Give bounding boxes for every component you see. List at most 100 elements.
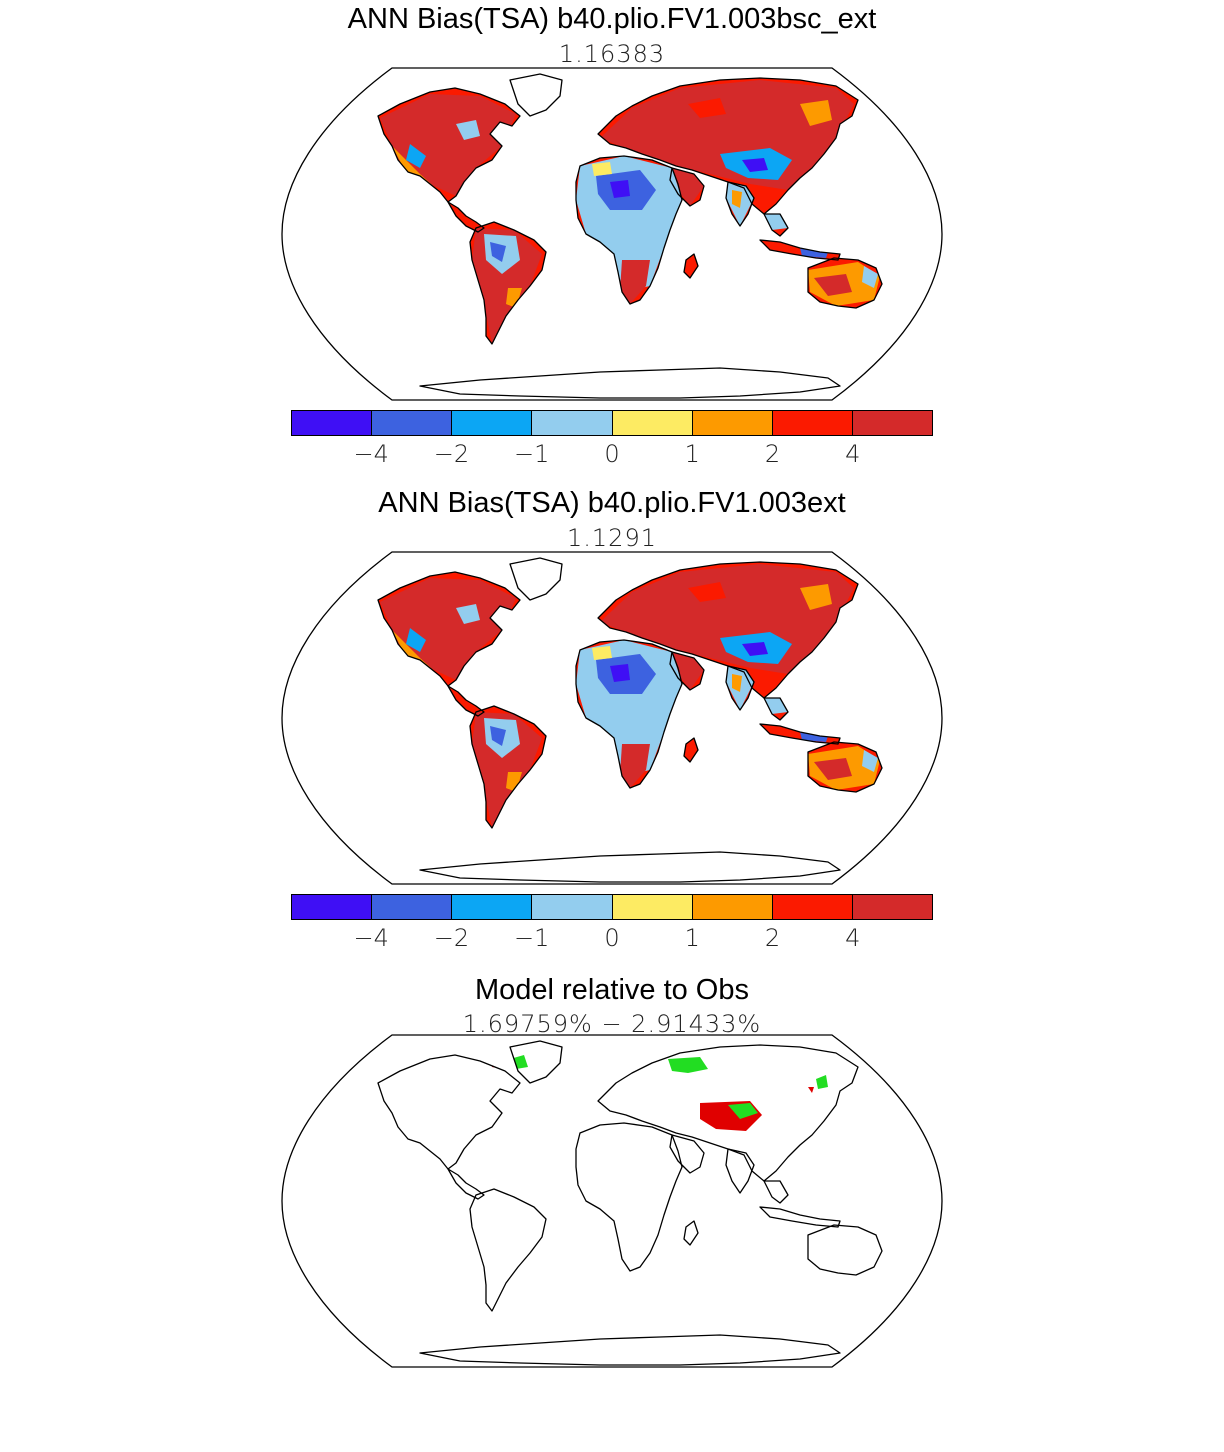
panel-3-title: Model relative to Obs [474, 974, 749, 1006]
p2-coast-arabia [669, 651, 705, 691]
panel-2-colorbar-label: −1 [514, 924, 550, 952]
panel-2-global-mean: 1.1291 [567, 524, 657, 552]
p1-field-region-2 [406, 144, 426, 168]
p2-coast-australia [807, 741, 883, 793]
panel-2-colorbar-swatch-6 [772, 895, 853, 919]
p2-field-region-8 [506, 772, 522, 792]
panel-1-colorbar-label: −2 [433, 440, 470, 468]
p3-rel-region-7 [808, 1087, 814, 1093]
p1-field-region-16 [732, 190, 742, 208]
panel-1-colorbar-swatch-3 [532, 411, 613, 435]
p2-coast-europeAsia [597, 561, 859, 699]
p2-field-region-7 [490, 726, 506, 746]
p3-rel-region-2 [728, 1103, 758, 1119]
p1-coast-arabia [669, 167, 705, 207]
p1-coast-centralAmerica [447, 201, 485, 233]
p1-field-region-9 [600, 80, 854, 190]
p3-rel-region-0 [668, 1057, 708, 1073]
panel-2-colorbar-swatch-7 [852, 895, 932, 919]
p2-coast-antarctica [419, 851, 841, 883]
p1-field-region-23 [800, 248, 828, 258]
panel-1-colorbar-label: 0 [604, 440, 620, 468]
panel-1-colorbar-swatch-0 [292, 411, 373, 435]
p3-coast-southAmerica [469, 1188, 547, 1312]
panel-1-colorbar-label: 2 [764, 440, 781, 468]
p3-coast-arabia [669, 1134, 705, 1174]
p3-globe-outline [281, 1034, 943, 1368]
p2-field-region-11 [742, 642, 768, 656]
panel-1-colorbar-label: −1 [514, 440, 550, 468]
p1-coast-northAmerica [377, 87, 521, 203]
panel-3-range: 1.69759% − 2.91433% [462, 1010, 762, 1038]
p2-coast-indonesia [759, 723, 841, 745]
panel-1-colorbar-label: 1 [684, 440, 700, 468]
p2-field-region-26 [862, 750, 878, 772]
p2-coast-madagascar [683, 737, 699, 763]
panel-1-colorbar-label: 4 [845, 440, 861, 468]
p3-rel-region-6 [816, 1075, 828, 1089]
p2-greenland-nodata [510, 558, 562, 600]
p2-field-region-2 [406, 628, 426, 652]
p1-coast-indonesia [759, 239, 841, 261]
p3-ocean [282, 1035, 942, 1367]
p3-coast-centralAmerica [447, 1168, 485, 1200]
p1-field-region-8 [506, 288, 522, 308]
panel-2-colorbar-label: 2 [764, 924, 781, 952]
panel-2-bias-map [281, 551, 943, 885]
p2-field-region-25 [814, 758, 852, 780]
p1-field-region-7 [490, 242, 506, 262]
p2-field-region-9 [600, 564, 854, 674]
p2-field-region-21 [592, 646, 612, 660]
p1-field-region-13 [688, 98, 726, 118]
panel-2-colorbar-label: −2 [433, 924, 470, 952]
p1-field-region-26 [862, 266, 878, 288]
p1-coast-africa [575, 155, 683, 305]
p1-field-region-12 [800, 100, 832, 126]
panel-1-title: ANN Bias(TSA) b40.plio.FV1.003bsc_ext [347, 3, 877, 35]
panel-2-colorbar-label: 4 [845, 924, 861, 952]
panel-2-colorbar-label: 1 [684, 924, 700, 952]
p3-coast-madagascar [683, 1220, 699, 1246]
p3-coast-indonesia [759, 1206, 841, 1228]
panel-1-colorbar-swatch-4 [612, 411, 693, 435]
panel-2-colorbar-swatch-0 [292, 895, 373, 919]
p2-antarctica-nodata [420, 852, 840, 882]
p2-field-region-19 [610, 664, 630, 682]
p3-coast-antarctica [419, 1334, 841, 1366]
p2-coast-centralAmerica [447, 685, 485, 717]
panel-1-colorbar-swatch-2 [452, 411, 533, 435]
p2-globe-outline [281, 551, 943, 885]
p2-field-region-20 [620, 744, 650, 788]
panel-1-colorbar-swatch-7 [852, 411, 932, 435]
p1-field-region-21 [592, 162, 612, 176]
p2-field-region-13 [688, 582, 726, 602]
p3-coast-europeAsia [597, 1044, 859, 1182]
panel-3-relative-map [281, 1034, 943, 1368]
panel-2-title: ANN Bias(TSA) b40.plio.FV1.003ext [378, 487, 846, 519]
p1-field-region-14 [670, 168, 704, 206]
panel-2-colorbar-label: −4 [353, 924, 389, 952]
panel-1-colorbar-swatch-6 [772, 411, 853, 435]
p1-coast-australia [807, 257, 883, 309]
p1-coast-antarctica [419, 367, 841, 399]
panel-2-colorbar-swatch-3 [532, 895, 613, 919]
p1-antarctica-nodata [420, 368, 840, 398]
p3-coast-australia [807, 1224, 883, 1276]
p2-field-region-3 [456, 604, 480, 624]
panel-2-colorbar [291, 894, 933, 920]
p1-coast-seAsia [763, 213, 789, 237]
p2-coast-southAmerica [469, 705, 547, 829]
p2-field-region-12 [800, 584, 832, 610]
p1-coast-greenland [509, 73, 563, 117]
p3-coast-africa [575, 1122, 683, 1272]
p2-field-region-14 [670, 652, 704, 690]
panel-1-global-mean: 1.16383 [558, 40, 666, 68]
p2-coast-seAsia [763, 697, 789, 721]
p1-globe-outline [281, 67, 943, 401]
p1-field-region-20 [620, 260, 650, 304]
panel-1-colorbar-swatch-1 [372, 411, 453, 435]
panel-1-colorbar [291, 410, 933, 436]
p3-coast-seAsia [763, 1180, 789, 1204]
p1-field-region-11 [742, 158, 768, 172]
panel-1-bias-map [281, 67, 943, 401]
